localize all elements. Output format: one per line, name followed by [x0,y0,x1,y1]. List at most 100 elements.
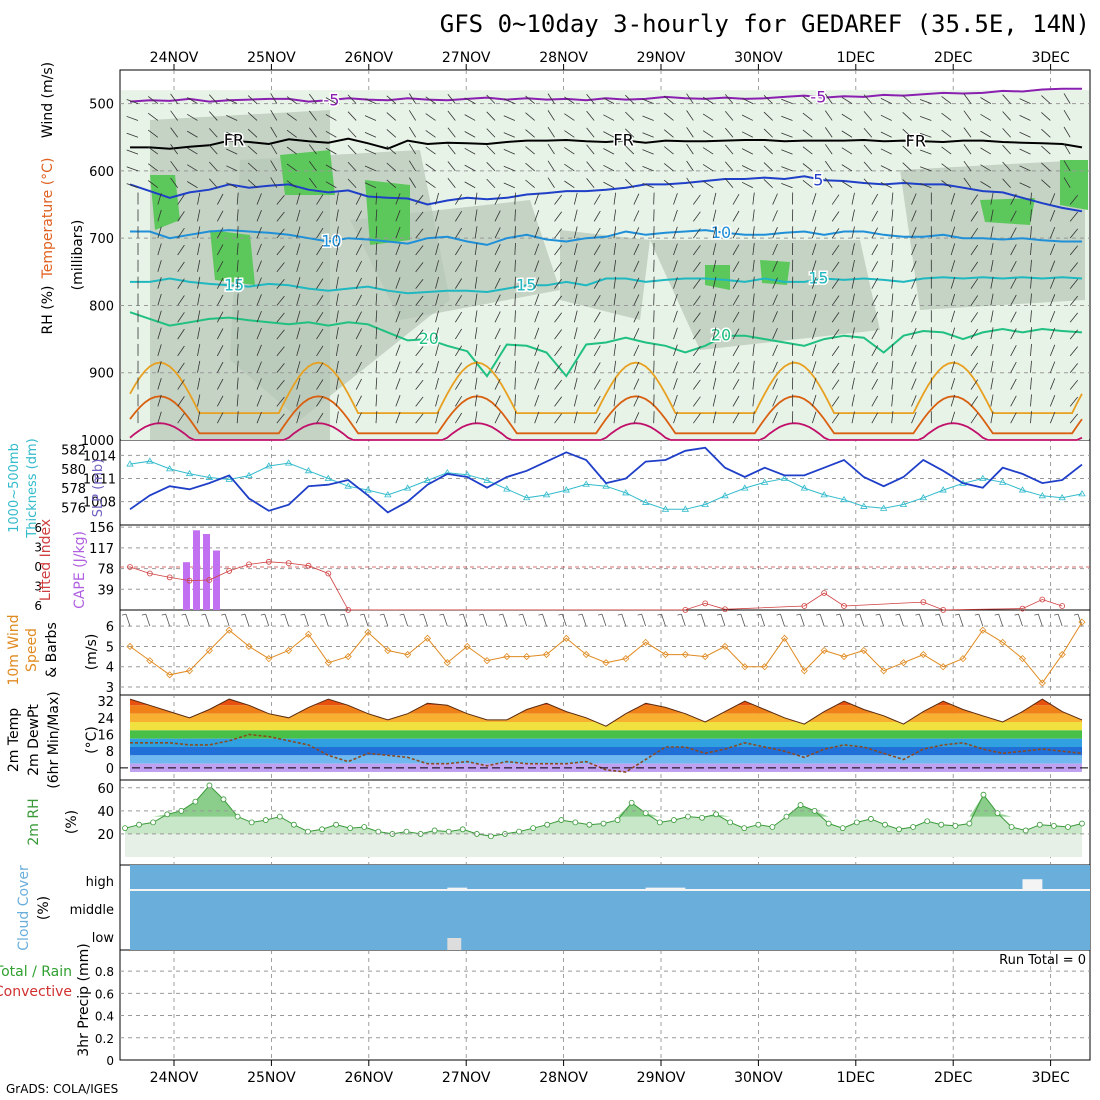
wind-barb [625,128,635,138]
wind-barb [1010,378,1017,390]
slp-tick-label: 1014 [83,449,116,464]
wind-barb [415,363,424,373]
wind-barb-10m [542,614,547,627]
rh-marker [1065,824,1071,830]
wind-barb-10m [617,613,622,616]
wind-barb [772,327,778,340]
wind-barb [296,344,301,357]
wind-barb [902,128,912,138]
wind-barb [1019,98,1031,104]
wind-barb [177,295,185,306]
wind-barb [693,345,701,357]
rh-marker [713,811,719,818]
wind-barb [613,394,617,407]
thickness-marker [741,484,749,491]
wind-barb [724,127,734,138]
cloud-level-label: middle [70,903,114,918]
wind-barb-10m [399,613,404,616]
wind-barb [911,327,917,340]
wind-barb [911,344,917,357]
wind-barb [841,147,853,155]
wind-barb [170,127,178,138]
wind-barb [177,379,185,390]
panel-frame-cape [119,524,1091,611]
wind-barb [811,277,817,289]
wind-barb [1049,243,1056,256]
wind-barb [970,227,979,239]
wind-speed-marker [939,663,947,671]
wind-barb [851,226,855,239]
wind-barb [197,327,201,340]
wind-barb [197,192,201,205]
wind-barb [919,132,932,138]
temp-band [130,738,1082,747]
wind-barb-10m [141,613,146,616]
isotherm-label: -5 [323,90,339,109]
wind-barb [454,362,463,373]
wind-barb [197,243,201,256]
isotherm-warm [129,361,1083,414]
wind-barb [1019,115,1031,121]
wind-barb [941,163,952,172]
wind-barb [633,294,640,306]
wind-barb-10m [423,614,428,627]
wind-barb-10m [581,614,587,627]
wind-barb [494,395,501,407]
wind-barb [871,362,879,373]
wind-barb [613,226,617,239]
thickness-marker [364,486,372,493]
wind-barb [673,361,678,373]
wind-barb [276,379,285,390]
wind-barb-10m [538,613,543,616]
wind-barb [686,93,694,104]
wind-barb [170,110,178,121]
wind-barb [851,276,855,289]
wind-barb [990,310,994,323]
temp-line [129,698,1083,727]
wind-barb [1041,128,1051,138]
wind-barb [375,360,378,373]
wind-barb [613,192,617,205]
wind-barb-10m [161,613,166,616]
wind-barb [851,192,855,205]
wind-barb [247,179,258,189]
wind-barb [464,181,476,189]
wind-barb [1030,259,1032,272]
wind-barb-10m [879,614,885,627]
wind-barb [1069,262,1079,273]
chart-title: GFS 0~10day 3-hourly for GEDAREF (35.5E,… [439,10,1090,38]
wind-barb [1030,226,1032,239]
wind-barb [1041,162,1051,172]
wind-barb [256,411,262,424]
wind-barb [593,194,601,205]
rh-marker [586,821,593,828]
thickness-marker [860,502,868,509]
wind-speed-marker [820,646,828,655]
wind-barb [177,412,185,424]
wind-barb [1019,148,1031,155]
wind-barb [763,145,773,155]
wind-barb [226,165,238,172]
wind-barb [950,226,956,239]
wind-barb [270,93,278,104]
wind-barb [375,226,378,239]
wind-barb [197,360,201,373]
wind-barb [831,379,840,390]
wind-barb-10m [125,614,131,627]
wind-barb [851,260,855,272]
wind-barb [474,344,478,356]
isotherm-label: 20 [419,329,439,348]
wind-speed-marker [840,653,848,661]
wind-barb [308,144,317,155]
wind-barb [236,293,239,306]
wind-barb-10m [720,614,726,627]
wind-barb [197,377,201,390]
wind-barb [415,262,424,273]
wind-barb [1010,311,1017,323]
wind-barb [236,343,239,356]
wind-speed-marker [582,650,590,659]
axis-label-cloud-unit: (%) [36,896,52,920]
wind-barb-10m [340,613,345,616]
wind-barb [802,95,813,104]
wind-barb [547,93,555,104]
